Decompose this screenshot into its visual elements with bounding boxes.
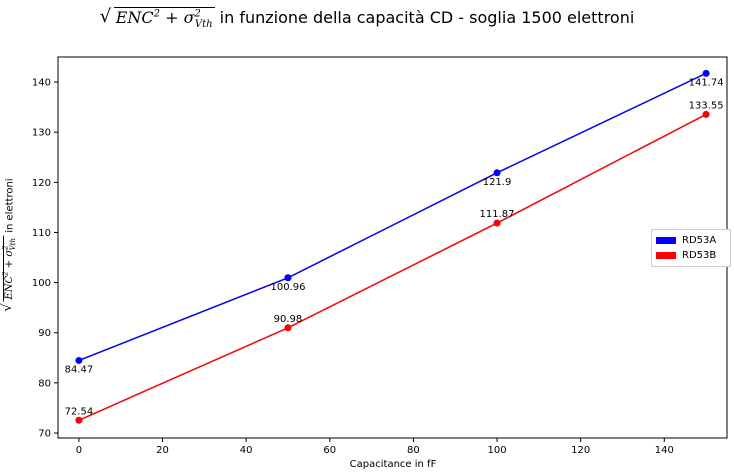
x-tick-label: 120 bbox=[571, 445, 590, 456]
data-label-rd53a: 121.9 bbox=[483, 177, 512, 188]
data-label-rd53a: 100.96 bbox=[270, 282, 305, 293]
data-point-rd53a bbox=[75, 356, 83, 364]
y-tick-label: 90 bbox=[38, 328, 51, 339]
y-tick-label: 70 bbox=[38, 428, 51, 439]
data-label-rd53a: 84.47 bbox=[65, 364, 94, 375]
data-label-rd53b: 90.98 bbox=[274, 314, 303, 325]
data-label-rd53a: 141.74 bbox=[689, 77, 724, 88]
data-point-rd53a bbox=[284, 274, 292, 282]
data-point-rd53b bbox=[702, 110, 710, 118]
data-point-rd53b bbox=[284, 324, 292, 332]
x-tick-label: 20 bbox=[156, 445, 169, 456]
x-tick-label: 100 bbox=[487, 445, 506, 456]
data-point-rd53a bbox=[702, 69, 710, 77]
data-point-rd53b bbox=[493, 219, 501, 227]
y-tick-label: 110 bbox=[32, 228, 51, 239]
x-tick-label: 0 bbox=[76, 445, 82, 456]
title-formula: √ ENC2 + σ2Vth bbox=[99, 6, 215, 31]
x-tick-label: 60 bbox=[323, 445, 336, 456]
x-tick-label: 80 bbox=[407, 445, 420, 456]
data-point-rd53b bbox=[75, 416, 83, 424]
data-label-rd53b: 72.54 bbox=[65, 406, 94, 417]
x-tick-label: 140 bbox=[655, 445, 674, 456]
chart-title: √ ENC2 + σ2Vth in funzione della capacità… bbox=[0, 6, 734, 31]
x-axis-label: Capacitance in fF bbox=[350, 459, 437, 470]
y-tick-label: 140 bbox=[32, 78, 51, 89]
data-label-rd53b: 111.87 bbox=[480, 209, 515, 220]
data-label-rd53b: 133.55 bbox=[689, 100, 724, 111]
y-tick-label: 80 bbox=[38, 378, 51, 389]
legend-label-rd53a: RD53A bbox=[682, 235, 717, 246]
y-tick-label: 120 bbox=[32, 178, 51, 189]
y-tick-label: 130 bbox=[32, 128, 51, 139]
title-text: in funzione della capacità CD - soglia 1… bbox=[219, 8, 635, 27]
legend-label-rd53b: RD53B bbox=[682, 250, 717, 261]
series-line-rd53a bbox=[78, 72, 707, 362]
legend-item-rd53a: RD53A bbox=[656, 233, 726, 248]
data-point-rd53a bbox=[493, 169, 501, 177]
legend-swatch-rd53b bbox=[656, 252, 676, 259]
legend-item-rd53b: RD53B bbox=[656, 248, 726, 263]
x-tick-label: 40 bbox=[240, 445, 253, 456]
legend: RD53A RD53B bbox=[651, 229, 731, 267]
legend-swatch-rd53a bbox=[656, 237, 676, 244]
y-tick-label: 100 bbox=[32, 278, 51, 289]
plot-frame bbox=[57, 56, 728, 439]
series-line-rd53b bbox=[78, 113, 707, 421]
